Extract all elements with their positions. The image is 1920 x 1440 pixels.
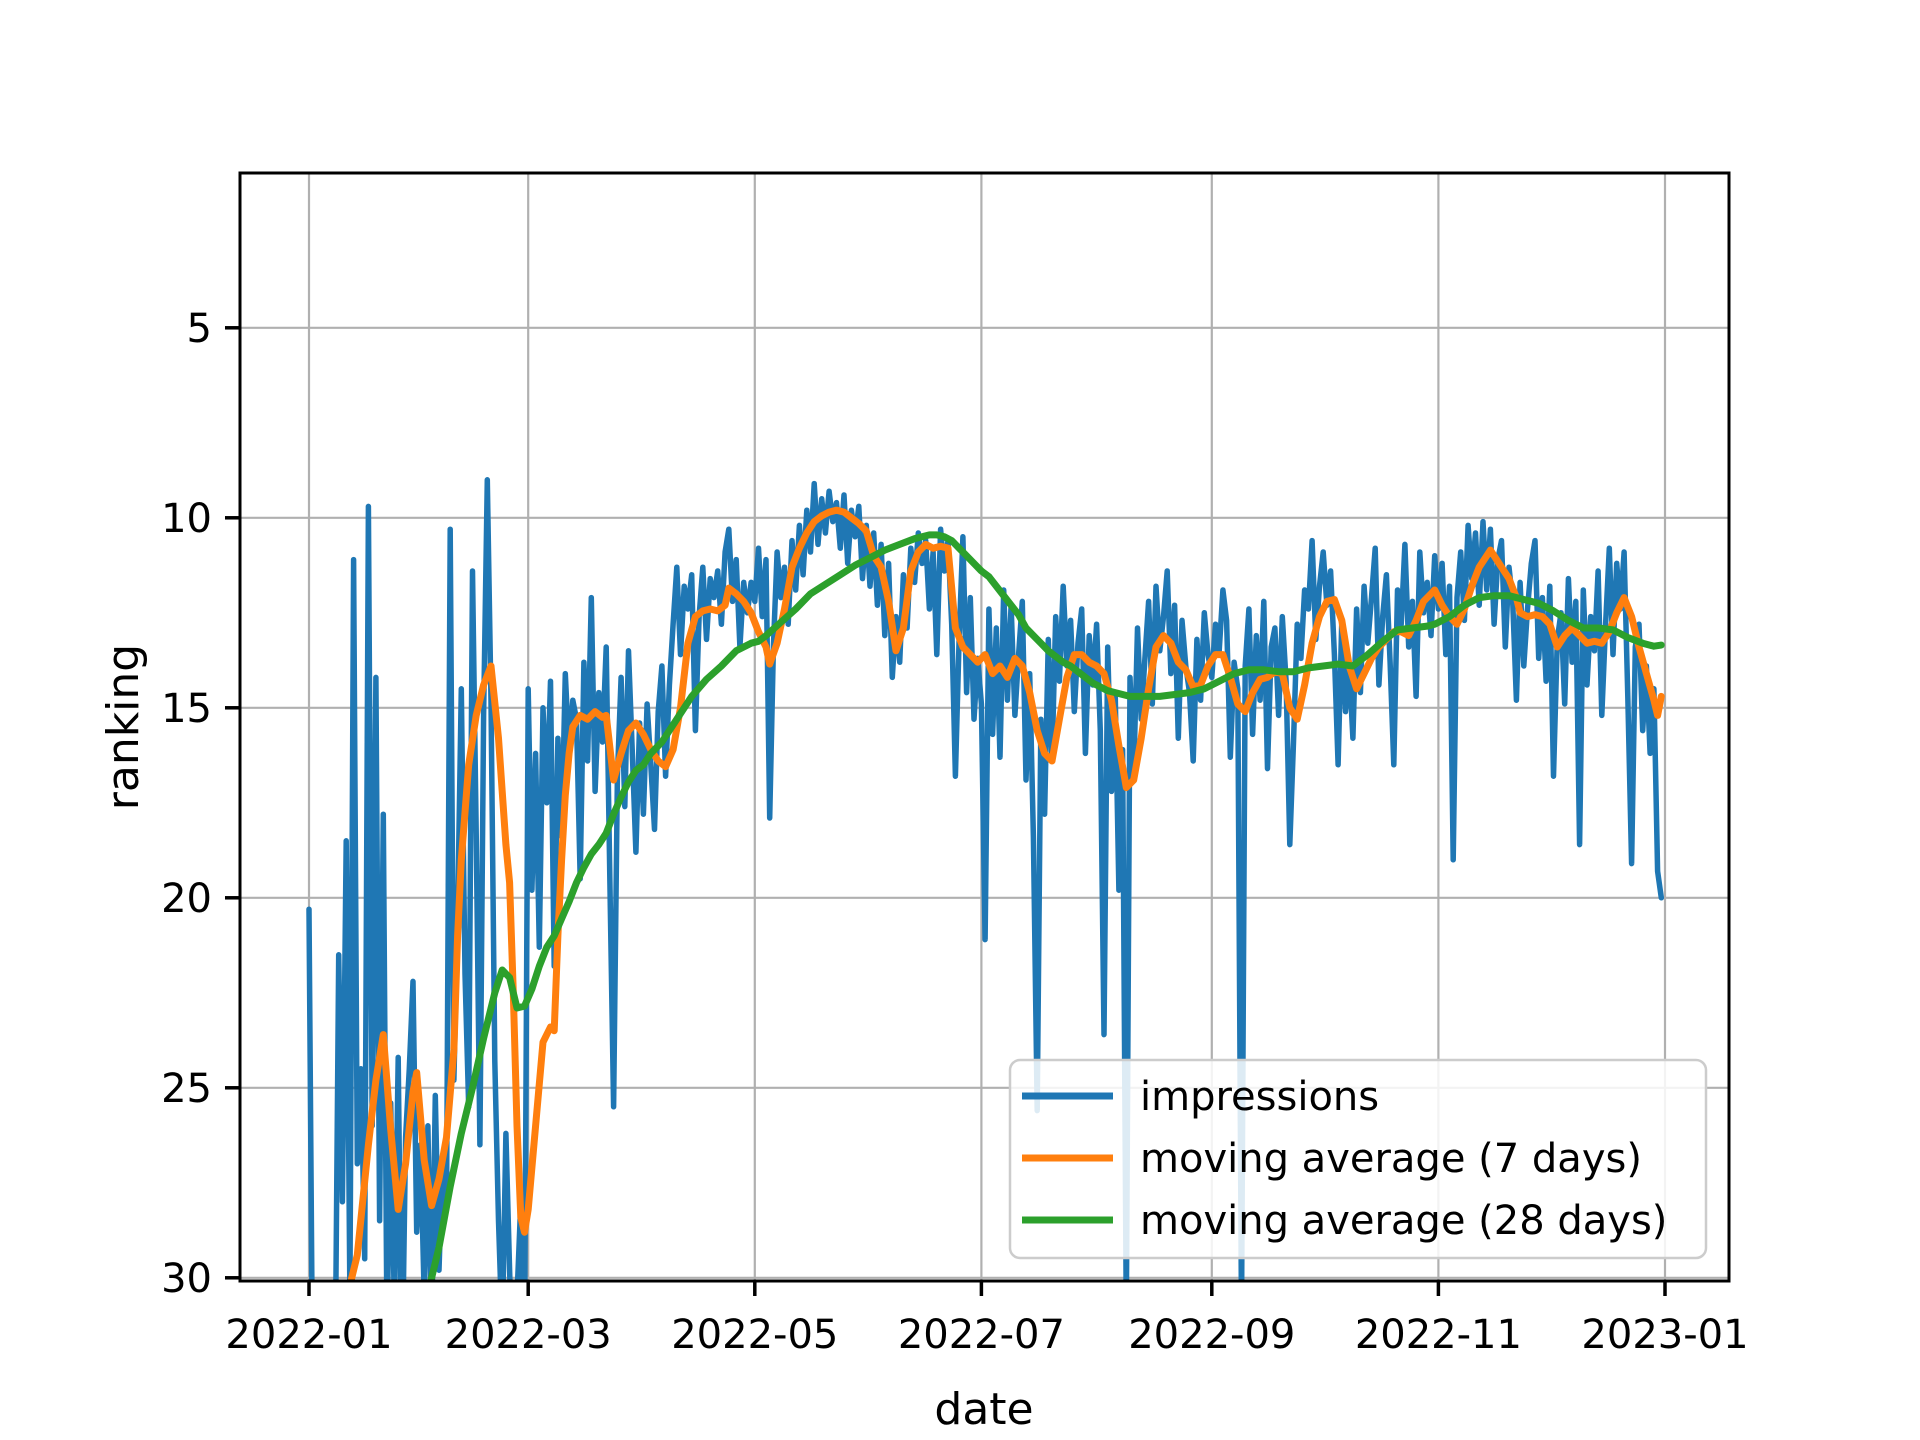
y-tick-label: 10 [161,496,212,542]
series-layer [306,477,1665,1281]
axes-layer [225,171,1731,1296]
x-tick-label: 2022-09 [1128,1312,1295,1358]
y-tick-label: 25 [161,1066,212,1112]
x-tick-label: 2022-07 [898,1312,1065,1358]
series-moving-average-7-days- [347,506,1665,1281]
legend-box [1008,1058,1708,1260]
y-tick-label: 30 [161,1256,212,1302]
plot-border [238,171,1731,1283]
x-tick-label: 2022-01 [225,1312,392,1358]
legend-label: moving average (7 days) [1140,1136,1642,1182]
series-impressions [306,477,1665,1281]
x-tick-label: 2022-11 [1355,1312,1522,1358]
y-tick-label: 15 [161,686,212,732]
legend: impressions moving average (7 days) moving… [1008,1058,1708,1260]
legend-label: moving average (28 days) [1140,1198,1667,1244]
legend-label: impressions [1140,1074,1379,1120]
series-moving-average-28-days- [427,531,1665,1281]
x-tick-label: 2022-05 [671,1312,838,1358]
y-tick-label: 20 [161,876,212,922]
label-layer: 2022-01 2022-03 2022-05 2022-07 2022-09 2022-… [98,306,1749,1435]
x-tick-label: 2023-01 [1581,1312,1748,1358]
x-tick-label: 2022-03 [445,1312,612,1358]
y-axis-title: ranking [98,644,149,810]
x-axis-title: date [934,1384,1033,1435]
y-tick-label: 5 [187,306,212,352]
